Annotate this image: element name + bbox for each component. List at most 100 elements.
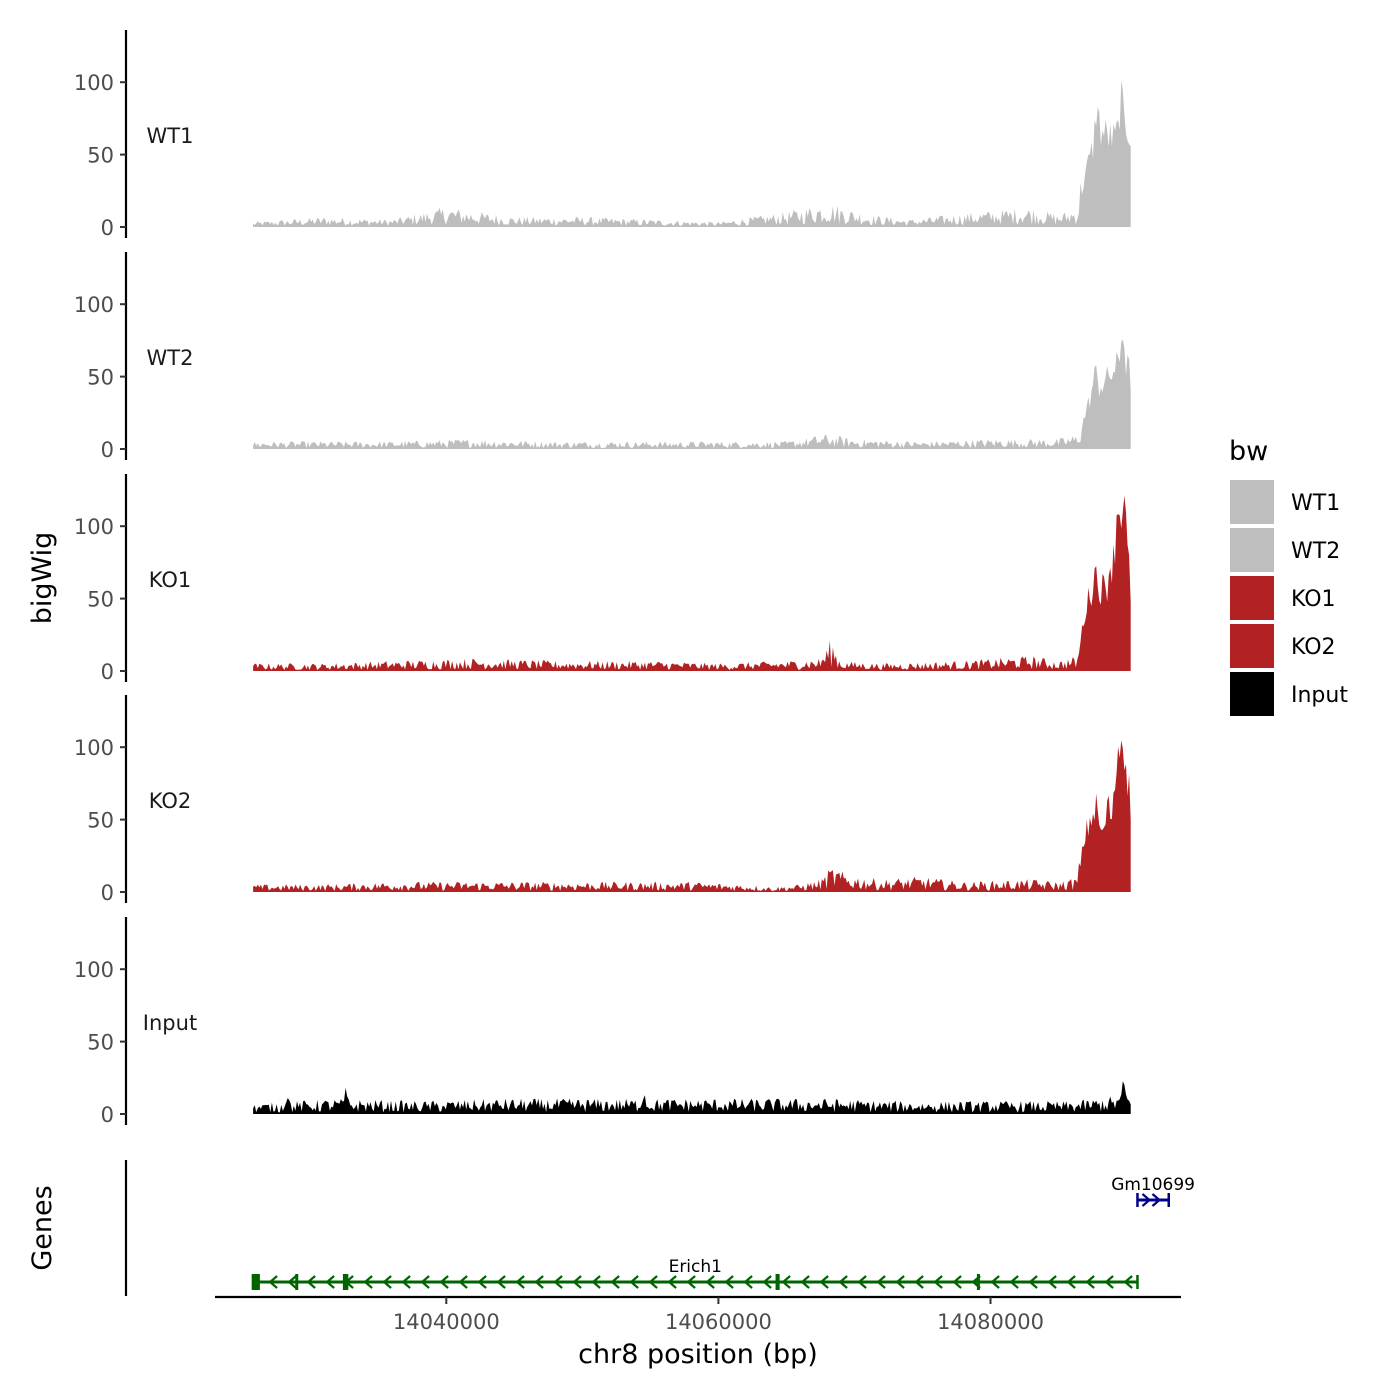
legend-swatch	[1230, 480, 1274, 524]
strand-arrow	[1151, 1193, 1162, 1207]
signal-area-wt2	[253, 339, 1131, 449]
signal-area-input	[253, 1081, 1131, 1114]
strand-arrow	[933, 1275, 943, 1289]
y-tick-label: 0	[101, 216, 114, 240]
strand-arrow	[857, 1275, 867, 1289]
y-tick-label: 50	[87, 366, 114, 390]
strand-arrow	[1085, 1275, 1095, 1289]
strand-arrow	[591, 1275, 601, 1289]
strand-arrow	[648, 1275, 658, 1289]
x-axis: 14040000 14060000 14080000	[215, 1295, 1181, 1334]
track-wt2: 0 50 100 WT2	[74, 252, 1131, 462]
strand-arrow	[952, 1275, 962, 1289]
legend-label: WT1	[1291, 491, 1340, 516]
strand-arrow	[306, 1275, 316, 1289]
strand-arrow	[515, 1275, 525, 1289]
strand-arrow	[1104, 1275, 1114, 1289]
y-tick-label: 50	[87, 1031, 114, 1055]
strand-arrow	[724, 1275, 734, 1289]
track-ko2: 0 50 100 KO2	[74, 695, 1131, 905]
y-tick-label: 100	[74, 293, 114, 317]
track-label: Input	[143, 1011, 197, 1035]
strand-arrow	[800, 1275, 810, 1289]
track-wt1: 0 50 100 WT1	[74, 30, 1131, 240]
strand-arrow	[629, 1275, 639, 1289]
strand-arrow	[971, 1275, 981, 1289]
strand-arrow	[1047, 1275, 1057, 1289]
legend-title: bw	[1229, 436, 1268, 467]
y-tick-label: 50	[87, 588, 114, 612]
x-tick-label: 14080000	[937, 1310, 1044, 1334]
legend-swatch	[1230, 624, 1274, 668]
strand-arrow	[686, 1275, 696, 1289]
track-label: KO2	[149, 789, 192, 813]
legend-entry-input: Input	[1230, 672, 1348, 716]
legend-entry-wt1: WT1	[1230, 480, 1340, 524]
gene-exon	[251, 1274, 260, 1290]
strand-arrow	[439, 1275, 449, 1289]
strand-arrow	[838, 1275, 848, 1289]
gene-label: Gm10699	[1111, 1175, 1195, 1195]
track-label: WT2	[147, 346, 194, 370]
legend-swatch	[1230, 528, 1274, 572]
strand-arrow	[496, 1275, 506, 1289]
y-tick-label: 0	[101, 660, 114, 684]
legend: WT1 WT2 KO1 KO2 Input	[1230, 480, 1348, 716]
legend-swatch	[1230, 672, 1274, 716]
strand-arrow	[325, 1275, 335, 1289]
strand-arrow	[1066, 1275, 1076, 1289]
x-tick-label: 14040000	[393, 1310, 500, 1334]
legend-entry-wt2: WT2	[1230, 528, 1340, 572]
strand-arrow	[781, 1275, 791, 1289]
y-tick-label: 100	[74, 958, 114, 982]
y-tick-label: 100	[74, 71, 114, 95]
strand-arrow	[1009, 1275, 1019, 1289]
strand-arrow	[876, 1275, 886, 1289]
signal-area-ko2	[253, 740, 1131, 892]
strand-arrow	[990, 1275, 1000, 1289]
track-label: KO1	[149, 568, 192, 592]
strand-arrow	[667, 1275, 677, 1289]
legend-label: Input	[1291, 683, 1348, 708]
gene-exon	[295, 1274, 299, 1290]
strand-arrow	[287, 1275, 297, 1289]
strand-arrow	[1141, 1193, 1152, 1207]
strand-arrow	[401, 1275, 411, 1289]
signal-area-wt1	[253, 80, 1131, 227]
track-ko1: 0 50 100 KO1	[74, 474, 1131, 684]
y-tick-label: 100	[74, 736, 114, 760]
strand-arrow	[610, 1275, 620, 1289]
strand-arrow	[458, 1275, 468, 1289]
strand-arrow	[895, 1275, 905, 1289]
strand-arrow	[1028, 1275, 1038, 1289]
strand-arrow	[572, 1275, 582, 1289]
strand-arrow	[705, 1275, 715, 1289]
strand-arrow	[534, 1275, 544, 1289]
strand-arrow	[477, 1275, 487, 1289]
strand-arrow	[743, 1275, 753, 1289]
y-tick-label: 0	[101, 881, 114, 905]
y-tick-label: 50	[87, 144, 114, 168]
x-axis-title: chr8 position (bp)	[578, 1339, 818, 1370]
gene-exon	[976, 1274, 980, 1290]
strand-arrow	[762, 1275, 772, 1289]
strand-arrow	[363, 1275, 373, 1289]
gene-erich1: Erich1	[251, 1257, 1139, 1290]
track-input: 0 50 100 Input	[74, 917, 1131, 1127]
y-tick-label: 0	[101, 1103, 114, 1127]
signal-tracks: 0 50 100 WT1 0 50 100 WT2 0 50 100 KO1 0 50 100 KO2 0 50 1…	[74, 30, 1131, 1127]
strand-arrow	[268, 1275, 278, 1289]
gene-exon	[775, 1274, 780, 1290]
track-label: WT1	[147, 124, 194, 148]
strand-arrow	[420, 1275, 430, 1289]
genes-track-title: Genes	[27, 1185, 58, 1270]
y-axis-title: bigWig	[27, 532, 58, 625]
gene-track: Erich1 Gm10699	[124, 1160, 1195, 1296]
legend-swatch	[1230, 576, 1274, 620]
gene-gm10699: Gm10699	[1111, 1175, 1195, 1207]
strand-arrow	[382, 1275, 392, 1289]
strand-arrow	[553, 1275, 563, 1289]
x-tick-label: 14060000	[665, 1310, 772, 1334]
signal-area-ko1	[253, 495, 1131, 671]
